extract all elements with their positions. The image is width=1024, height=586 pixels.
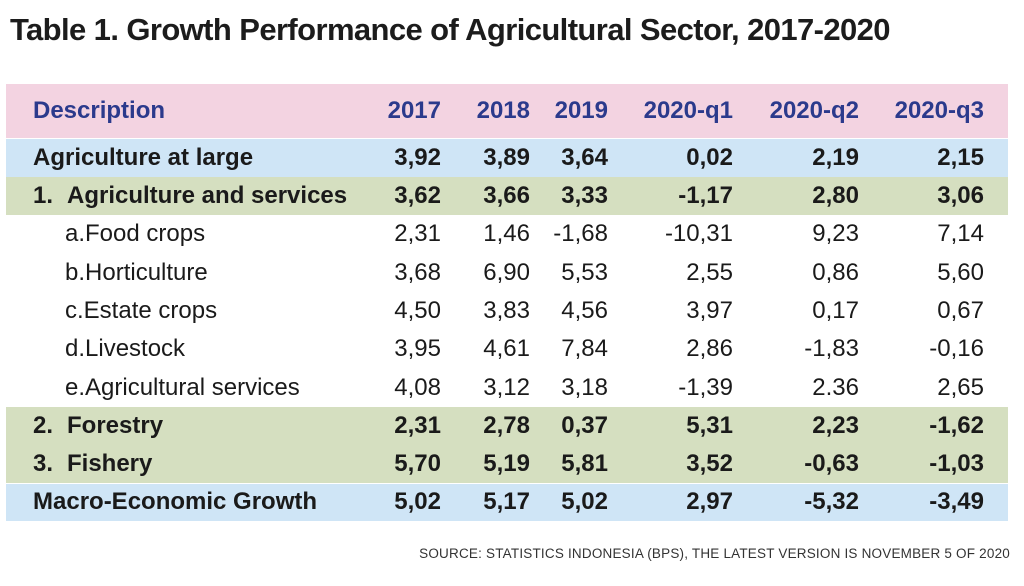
table-row-agriculture-at-large: Agriculture at large 3,92 3,89 3,64 0,02… (6, 139, 1008, 177)
table-row-livestock: d.Livestock 3,95 4,61 7,84 2,86 -1,83 -0… (6, 330, 1008, 368)
table-cell: 3,18 (561, 373, 608, 401)
header-2020-q2: 2020-q2 (769, 97, 859, 124)
table-cell: 3,66 (483, 182, 530, 210)
table-cell: 5,70 (394, 450, 441, 478)
source-note: SOURCE: STATISTICS INDONESIA (BPS), THE … (419, 546, 1010, 561)
table-row-estate-crops: c.Estate crops 4,50 3,83 4,56 3,97 0,17 … (6, 292, 1008, 330)
row-label: Agriculture at large (33, 143, 254, 171)
growth-table: Description 2017 2018 2019 2020-q1 2020-… (6, 84, 1008, 522)
table-cell: -0,63 (804, 450, 859, 478)
table-row-agriculture-and-services: 1. Agriculture and services 3,62 3,66 3,3… (6, 177, 1008, 215)
table-cell: 3,92 (394, 143, 441, 171)
table-header-row: Description 2017 2018 2019 2020-q1 2020-… (6, 84, 1008, 138)
row-number: 1. (33, 182, 54, 210)
table-cell: 7,14 (937, 220, 984, 248)
row-label: b.Horticulture (65, 258, 208, 286)
table-cell: -5,32 (804, 488, 859, 516)
table-row-food-crops: a.Food crops 2,31 1,46 -1,68 -10,31 9,23… (6, 215, 1008, 254)
row-number: 3. (33, 450, 54, 478)
table-cell: 0,37 (561, 411, 608, 439)
table-cell: 5,17 (483, 488, 530, 516)
table-cell: 4,61 (483, 335, 530, 363)
header-2017: 2017 (387, 97, 441, 124)
table-cell: 6,90 (483, 258, 530, 286)
row-label-group: 2. Forestry (6, 412, 366, 440)
table-cell: -1,68 (553, 220, 608, 248)
table-cell: -3,49 (929, 488, 984, 516)
table-row-horticulture: b.Horticulture 3,68 6,90 5,53 2,55 0,86 … (6, 253, 1008, 292)
table-cell: 3,52 (686, 450, 733, 478)
row-label-group: 3. Fishery (6, 450, 366, 478)
table-cell: 0,02 (686, 143, 733, 171)
table-cell: 3,83 (483, 296, 530, 324)
table-cell: 4,50 (394, 296, 441, 324)
row-label-group: 1. Agriculture and services (6, 182, 366, 210)
header-2019: 2019 (554, 97, 608, 124)
row-label: Agriculture and services (67, 182, 348, 210)
header-2020-q3: 2020-q3 (894, 97, 984, 124)
table-cell: 2,78 (483, 411, 530, 439)
table-cell: 9,23 (812, 220, 859, 248)
table-cell: 3,33 (561, 182, 608, 210)
table-cell: 0,67 (937, 296, 984, 324)
table-cell: -1,03 (929, 450, 984, 478)
row-number: 2. (33, 411, 54, 439)
table-cell: -1,62 (929, 411, 984, 439)
table-cell: 2,97 (686, 488, 733, 516)
table-row-macro-economic-growth: Macro-Economic Growth 5,02 5,17 5,02 2,9… (6, 483, 1008, 522)
table-cell: 4,08 (394, 373, 441, 401)
table-cell: -10,31 (664, 220, 733, 248)
table-cell: 3,68 (394, 258, 441, 286)
header-2020-q1: 2020-q1 (643, 97, 733, 124)
table-cell: 5,02 (561, 488, 608, 516)
table-cell: -1,17 (678, 182, 733, 210)
table-cell: 2.36 (812, 373, 859, 401)
table-cell: 3,06 (937, 182, 984, 210)
table-cell: 5,31 (686, 411, 733, 439)
table-cell: 2,31 (394, 411, 441, 439)
table-cell: 0,17 (812, 296, 859, 324)
table-cell: 3,97 (686, 296, 733, 324)
table-cell: 2,23 (812, 411, 859, 439)
table-cell: 2,80 (812, 182, 859, 210)
row-label: d.Livestock (65, 335, 186, 363)
table-cell: 3,95 (394, 335, 441, 363)
table-cell: 5,19 (483, 450, 530, 478)
table-cell: 3,12 (483, 373, 530, 401)
table-cell: 2,15 (937, 143, 984, 171)
header-2018: 2018 (476, 97, 530, 124)
table-row-forestry: 2. Forestry 2,31 2,78 0,37 5,31 2,23 -1,6… (6, 407, 1008, 445)
table-cell: -1,83 (804, 335, 859, 363)
row-label: Forestry (67, 411, 164, 439)
table-cell: 0,86 (812, 258, 859, 286)
table-cell: 3,62 (394, 182, 441, 210)
table-cell: 2,65 (937, 373, 984, 401)
table-cell: 2,86 (686, 335, 733, 363)
row-label: e.Agricultural services (65, 373, 300, 401)
table-cell: -0,16 (929, 335, 984, 363)
table-cell: 5,02 (394, 488, 441, 516)
table-cell: 2,55 (686, 258, 733, 286)
row-label: c.Estate crops (65, 296, 218, 324)
row-label: Fishery (67, 450, 153, 478)
table-cell: 4,56 (561, 296, 608, 324)
table-cell: 7,84 (561, 335, 608, 363)
table-cell: 2,19 (812, 143, 859, 171)
table-title: Table 1. Growth Performance of Agricultu… (10, 12, 891, 47)
table-cell: 1,46 (483, 220, 530, 248)
table-cell: 2,31 (394, 220, 441, 248)
table-row-fishery: 3. Fishery 5,70 5,19 5,81 3,52 -0,63 -1,0… (6, 445, 1008, 483)
table-cell: -1,39 (678, 373, 733, 401)
table-row-agricultural-services: e.Agricultural services 4,08 3,12 3,18 -… (6, 368, 1008, 407)
header-description: Description (33, 97, 166, 124)
table-cell: 3,64 (561, 143, 608, 171)
table-cell: 5,81 (561, 450, 608, 478)
table-cell: 5,53 (561, 258, 608, 286)
table-cell: 5,60 (937, 258, 984, 286)
table-cell: 3,89 (483, 143, 530, 171)
row-label: Macro-Economic Growth (33, 488, 318, 516)
row-label: a.Food crops (65, 220, 206, 248)
